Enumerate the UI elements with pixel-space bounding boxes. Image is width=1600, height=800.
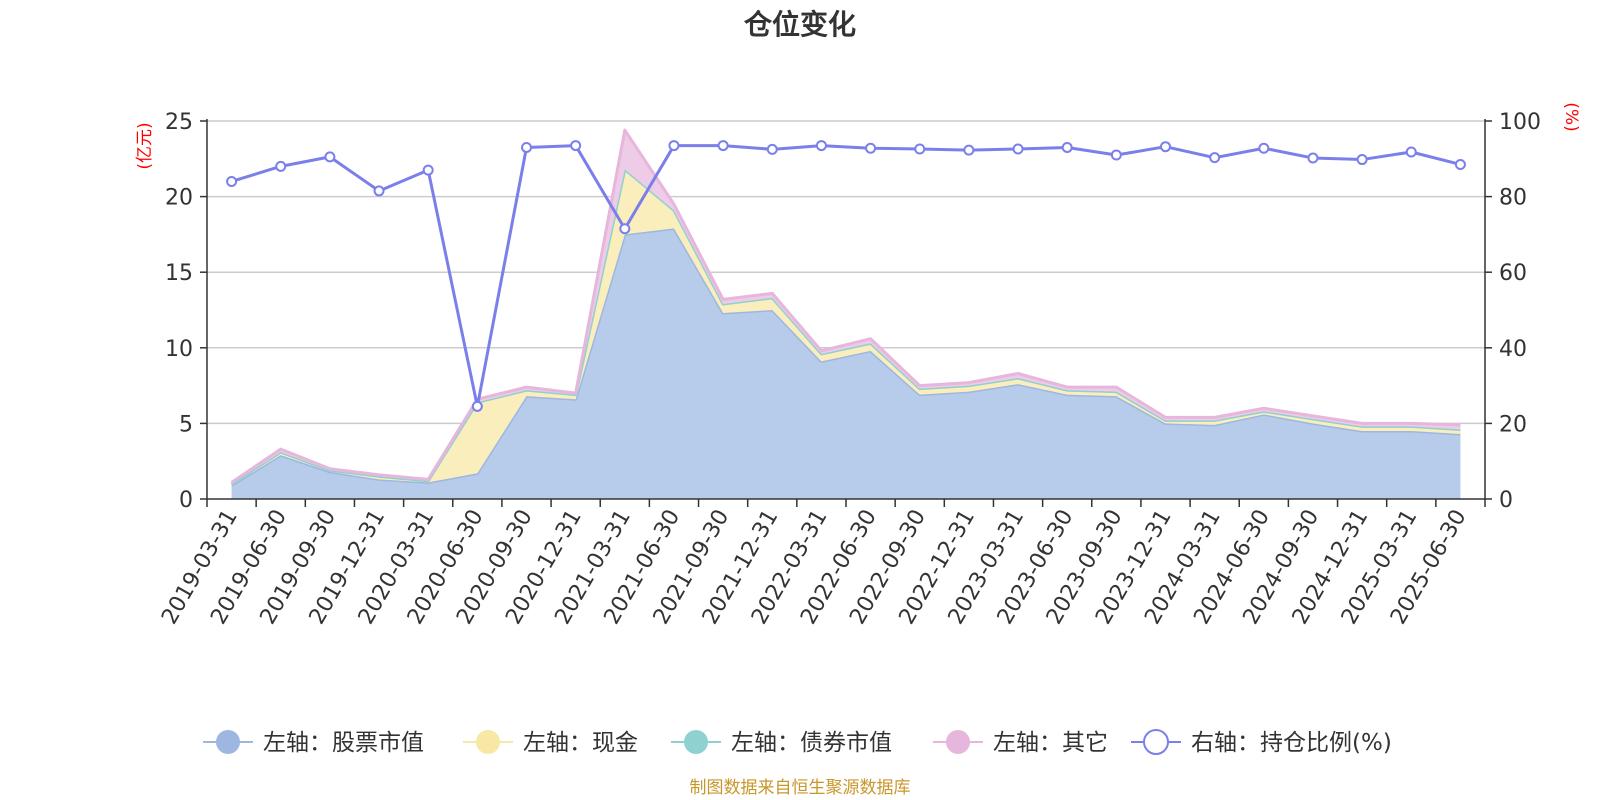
left-tick-label: 0 xyxy=(179,488,193,513)
right-tick-label: 80 xyxy=(1499,186,1527,211)
legend-item-1[interactable]: 左轴：现金 xyxy=(463,730,638,756)
ratio-point[interactable] xyxy=(570,140,582,152)
right-tick-label: 60 xyxy=(1499,261,1527,286)
legend-item-4[interactable]: 右轴：持仓比例(%) xyxy=(1131,729,1392,756)
ratio-point[interactable] xyxy=(619,223,631,235)
legend-label: 左轴：债券市值 xyxy=(731,730,892,756)
ratio-point[interactable] xyxy=(668,140,680,152)
ratio-point[interactable] xyxy=(1110,149,1122,161)
line-series xyxy=(226,140,1466,412)
area-line-3 xyxy=(230,128,1461,484)
ratio-point[interactable] xyxy=(717,140,729,152)
ratio-point[interactable] xyxy=(1061,141,1073,153)
legend-label: 左轴：其它 xyxy=(993,730,1108,756)
legend-marker xyxy=(684,730,708,754)
ratio-point[interactable] xyxy=(1209,152,1221,164)
area-series xyxy=(230,128,1461,499)
ratio-point[interactable] xyxy=(1258,142,1270,154)
ratio-point[interactable] xyxy=(1356,154,1368,166)
legend-label: 右轴：持仓比例(%) xyxy=(1191,730,1392,756)
ratio-point[interactable] xyxy=(324,151,336,163)
ratio-point[interactable] xyxy=(1405,146,1417,158)
ratio-point[interactable] xyxy=(766,143,778,155)
ratio-point[interactable] xyxy=(226,175,238,187)
ratio-point[interactable] xyxy=(373,185,385,197)
legend-label: 左轴：现金 xyxy=(523,730,638,756)
left-tick-label: 5 xyxy=(179,412,193,437)
left-tick-label: 20 xyxy=(165,186,193,211)
data-source-note: 制图数据来自恒生聚源数据库 xyxy=(690,778,911,798)
right-tick-label: 40 xyxy=(1499,337,1527,362)
ratio-point[interactable] xyxy=(471,400,483,412)
right-tick-label: 20 xyxy=(1499,412,1527,437)
ratio-point[interactable] xyxy=(1012,143,1024,155)
left-tick-label: 25 xyxy=(165,110,193,135)
ratio-point[interactable] xyxy=(1307,152,1319,164)
ratio-line xyxy=(231,144,1461,408)
area-0 xyxy=(231,228,1461,499)
legend-marker xyxy=(476,730,500,754)
ratio-point[interactable] xyxy=(1160,141,1171,153)
ratio-point[interactable] xyxy=(521,141,532,153)
left-tick-label: 10 xyxy=(165,337,193,362)
legend-item-3[interactable]: 左轴：其它 xyxy=(933,730,1108,756)
legend-label: 左轴：股票市值 xyxy=(263,730,424,756)
right-tick-label: 100 xyxy=(1499,110,1541,135)
right-tick-label: 0 xyxy=(1499,488,1513,513)
legend-item-2[interactable]: 左轴：债券市值 xyxy=(671,730,892,756)
ratio-point[interactable] xyxy=(815,140,827,152)
ratio-point[interactable] xyxy=(865,142,877,154)
legend: 左轴：股票市值 左轴：现金 左轴：债券市值 左轴：其它 右轴：持仓比例(%) xyxy=(203,729,1392,756)
ratio-point[interactable] xyxy=(963,144,975,156)
legend-marker xyxy=(946,730,970,754)
ratio-point[interactable] xyxy=(1454,158,1466,170)
chart-title: 仓位变化 xyxy=(744,8,856,41)
left-tick-label: 15 xyxy=(165,261,193,286)
ratio-point[interactable] xyxy=(914,143,926,155)
legend-item-0[interactable]: 左轴：股票市值 xyxy=(203,730,424,756)
left-axis-unit: (亿元) xyxy=(135,122,155,169)
ratio-point[interactable] xyxy=(275,160,287,172)
right-axis-unit: (%) xyxy=(1561,102,1581,131)
legend-marker xyxy=(1143,729,1169,755)
ratio-point[interactable] xyxy=(422,164,434,176)
legend-marker xyxy=(216,730,240,754)
